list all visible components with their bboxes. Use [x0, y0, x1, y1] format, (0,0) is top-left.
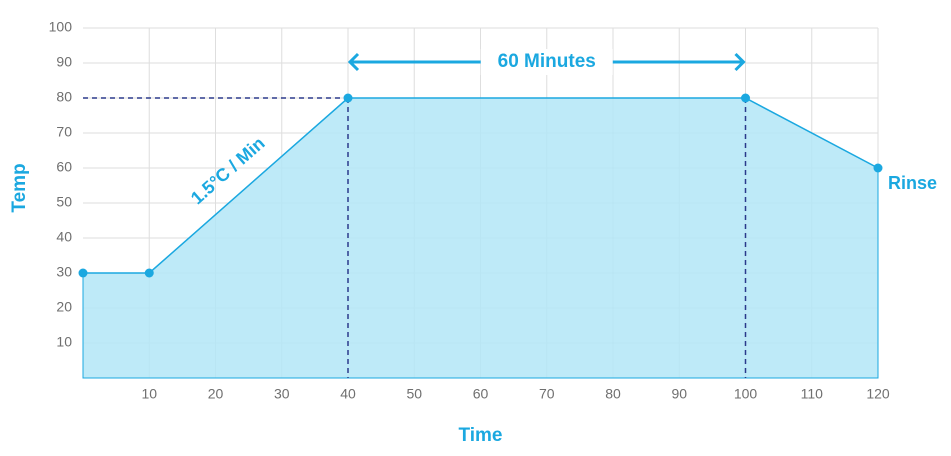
x-tick-label: 110 [801, 386, 824, 402]
y-axis-label: Temp [9, 163, 30, 212]
x-tick-label: 20 [208, 386, 224, 402]
x-tick-label: 70 [539, 386, 555, 402]
x-tick-label: 90 [671, 386, 687, 402]
x-tick-label: 40 [340, 386, 356, 402]
x-tick-label: 100 [734, 386, 758, 402]
data-point [873, 163, 883, 173]
annotation: 60 Minutes [498, 51, 596, 72]
x-tick-label: 30 [274, 386, 290, 402]
y-tick-label: 70 [56, 124, 72, 140]
annotation: Rinse [888, 173, 937, 193]
x-tick-label: 50 [406, 386, 422, 402]
area [82, 97, 879, 379]
arrow-head [347, 52, 360, 72]
y-tick-label: 80 [56, 89, 72, 105]
arrow-head [734, 52, 746, 72]
y-tick-label: 100 [49, 19, 73, 35]
y-tick-label: 30 [56, 264, 72, 280]
y-tick-label: 40 [56, 229, 72, 245]
y-tick-label: 10 [56, 334, 72, 350]
y-tick-label: 20 [56, 299, 72, 315]
x-tick-label: 60 [473, 386, 489, 402]
data-point [741, 93, 750, 103]
y-tick-label: 90 [56, 54, 72, 70]
data-point [343, 93, 353, 103]
data-point [144, 268, 154, 278]
x-tick-label: 120 [866, 386, 890, 402]
data-point [78, 268, 88, 278]
x-tick-label: 10 [141, 386, 157, 402]
label-bg [480, 49, 613, 75]
y-tick-label: 50 [56, 194, 72, 210]
x-tick-label: 80 [605, 386, 621, 402]
x-axis-label: Time [458, 425, 502, 446]
y-tick-label: 60 [56, 159, 72, 175]
